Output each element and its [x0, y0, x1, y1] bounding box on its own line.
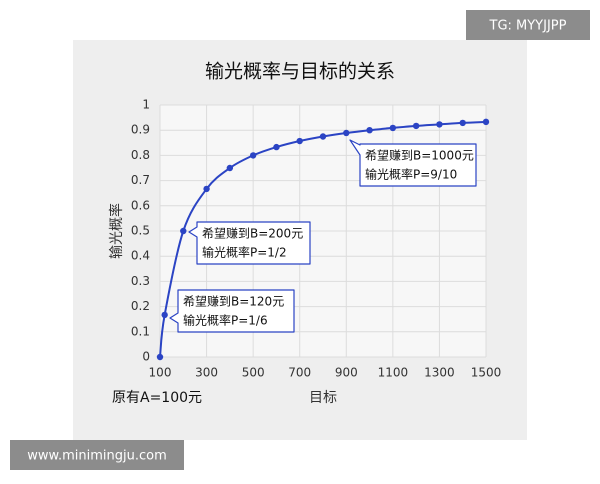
chart-title: 输光概率与目标的关系 [205, 61, 395, 83]
point [366, 127, 373, 134]
y-tick-label: 0.4 [131, 249, 150, 263]
x-axis-label: 目标 [309, 390, 337, 406]
x-tick-label: 300 [195, 366, 218, 380]
point [482, 118, 490, 126]
point [203, 185, 210, 193]
watermark: TG: MYYJJPP [489, 19, 567, 34]
y-tick-label: 0.3 [131, 274, 150, 288]
y-tick-label: 0.6 [131, 198, 150, 212]
y-tick-label: 0.2 [131, 299, 150, 313]
point [412, 122, 420, 130]
x-tick-label: 500 [242, 366, 265, 380]
note: 原有A=100元 [112, 390, 202, 406]
callout-text: 希望赚到B=1000元 [365, 148, 474, 163]
point [180, 227, 187, 235]
point [273, 143, 280, 151]
watermark-box [466, 10, 590, 40]
x-tick-label: 100 [149, 366, 172, 380]
line [159, 120, 487, 358]
y-tick-label: 0.5 [131, 224, 150, 238]
watermark-box [10, 440, 184, 470]
marks [156, 118, 490, 361]
point [296, 137, 303, 145]
y-tick-label: 0 [142, 350, 150, 364]
x-tick-label: 1100 [378, 366, 409, 380]
x-tick-label: 900 [335, 366, 358, 380]
y-tick-label: 0.1 [131, 324, 150, 338]
x-tick-label: 1500 [471, 366, 502, 380]
point [389, 124, 397, 132]
y-axis-label: 输光概率 [108, 203, 125, 259]
point [249, 152, 257, 159]
x-tick-label: 1300 [424, 366, 455, 380]
callout-text: 希望赚到B=120元 [183, 294, 284, 309]
x-tick-label: 700 [288, 366, 311, 380]
watermark: www.minimingju.com [27, 449, 166, 464]
callout-box [169, 289, 295, 333]
callout-text: 输光概率P=1/2 [202, 245, 287, 260]
y-tick-label: 1 [142, 98, 150, 112]
point [319, 133, 327, 140]
y-tick-label: 0.8 [131, 148, 150, 162]
point [343, 129, 350, 137]
point [436, 121, 443, 128]
callout-text: 输光概率P=9/10 [365, 167, 457, 182]
point [226, 164, 234, 172]
callout-text: 希望赚到B=200元 [202, 226, 303, 241]
callout-box [188, 221, 311, 265]
point [161, 311, 168, 319]
callout-text: 输光概率P=1/6 [183, 313, 268, 328]
y-tick-label: 0.9 [131, 123, 150, 137]
point [156, 353, 164, 361]
y-tick-label: 0.7 [131, 173, 150, 187]
callout-box [349, 139, 477, 187]
point [459, 119, 466, 127]
